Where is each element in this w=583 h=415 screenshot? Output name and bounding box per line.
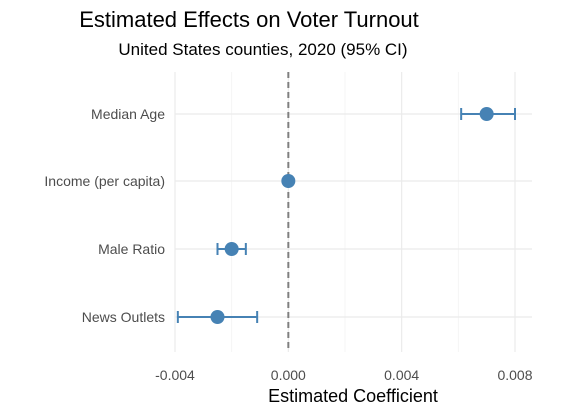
x-axis-tick-label: 0.000 (271, 367, 306, 383)
y-axis-category-label: Male Ratio (98, 241, 165, 257)
x-axis-title: Estimated Coefficient (268, 386, 438, 406)
estimate-point (224, 242, 239, 256)
y-axis-labels: Median Age Income (per capita) Male Ratio N… (44, 106, 165, 325)
chart-subtitle: United States counties, 2020 (95% CI) (118, 40, 407, 59)
chart-title: Estimated Effects on Voter Turnout (79, 7, 419, 32)
y-axis-category-label: Median Age (91, 106, 165, 122)
estimate-point (281, 174, 296, 188)
x-axis-tick-label: -0.004 (155, 367, 195, 383)
x-axis-tick-label: 0.004 (384, 367, 419, 383)
estimate-point (210, 310, 225, 324)
x-axis-tick-label: 0.008 (497, 367, 532, 383)
y-axis-category-label: Income (per capita) (44, 173, 165, 189)
y-axis-category-label: News Outlets (82, 309, 165, 325)
estimate-points (210, 107, 494, 324)
error-bars (176, 108, 516, 323)
x-axis-tick-labels: -0.004 0.000 0.004 0.008 (155, 367, 533, 383)
estimate-point (479, 107, 494, 121)
